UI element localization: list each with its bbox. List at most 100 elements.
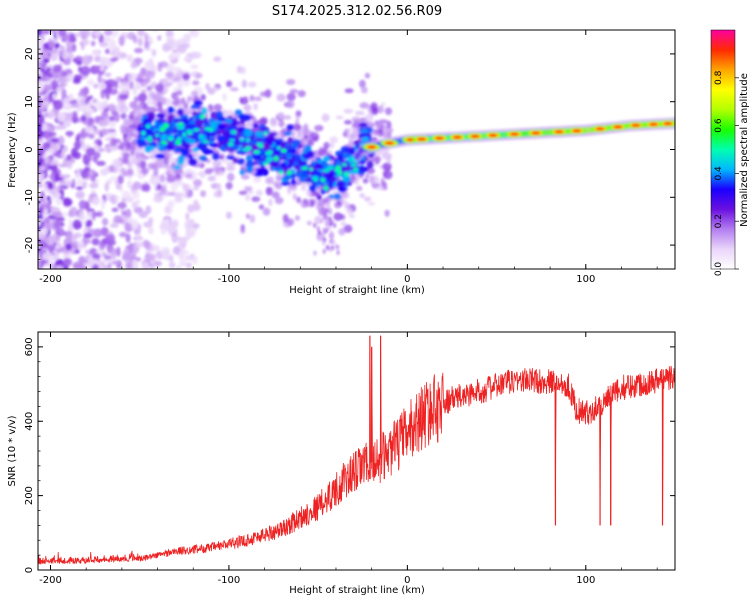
spectrogram-peak-blob [175,140,182,145]
colorbar-tick-label: 0.4 [714,166,724,181]
spectrogram-noise-blob [128,242,134,254]
spectrogram-ridge-blob [187,153,194,160]
spectrogram-noise-blob [40,50,46,60]
spectrogram-noise-blob [97,82,107,91]
spectrogram-noise-blob [75,136,81,142]
snr-x-ticks: -200 -100 0 100 [39,332,658,586]
spectrogram-halo-blob [259,91,270,97]
spectrogram-core-inner [367,145,377,149]
spectrogram-halo-blob [207,175,217,182]
spectrogram-streak-blob [322,240,326,246]
spectrogram-noise-blob [191,223,200,229]
spectrogram-streak-blob [329,239,333,245]
spectrogram-noise-blob [99,64,105,72]
spectrogram-noise-blob [98,148,105,153]
spectrogram-halo-blob [336,200,342,206]
spectrogram-noise-blob [59,180,65,185]
spectrogram-ridge-blob [212,152,220,161]
spectrogram-halo-blob [241,79,247,88]
spectrogram-noise-blob [65,231,72,242]
spectrogram-noise-blob [82,30,91,38]
colorbar-label: Normalized spectral amplitude [739,73,750,227]
spectrogram-noise-blob [132,34,138,44]
spectrogram-streak-blob [316,226,320,232]
spectrogram-ridge-blob [255,137,264,143]
spectrogram-noise-blob [47,182,54,190]
spectrogram-halo-blob [321,197,329,204]
spectrogram-noise-blob [89,182,99,189]
spectrogram-noise-blob [40,227,49,236]
spectrogram-halo-blob [163,190,169,197]
spectrogram-ridge-blob [156,120,164,126]
spectrogram-noise-blob [62,254,72,259]
spectrogram-halo-blob [207,87,216,95]
y-tick-label: -20 [24,237,35,253]
spectrogram-peak-blob [160,127,166,132]
spectrogram-ridge-blob [238,113,248,120]
spectrogram-halo-blob [318,146,324,154]
spectrogram-noise-blob [106,128,117,133]
spectrogram-noise-blob [108,164,115,173]
spectrogram-halo-blob [137,103,144,110]
spectrogram-noise-blob [157,35,162,41]
spectrogram-halo-blob [295,118,300,126]
spectrogram-noise-blob [111,260,121,265]
spectrogram-peak-blob [253,150,261,154]
spectrogram-y-ticks: 20 10 0 -10 -20 [24,29,675,270]
spectrogram-noise-blob [168,53,177,61]
spectrogram-noise-blob [177,44,187,54]
spectrogram-ridge-blob [218,122,226,130]
spectrogram-noise-blob [135,241,144,248]
spectrogram-noise-blob [78,210,84,221]
spectrogram-core-inner [572,129,582,133]
spectrogram-ridge-blob [253,155,263,162]
spectrogram-ridge-blob [295,170,302,178]
spectrogram-halo-blob [271,191,280,199]
spectrogram-noise-blob [54,265,64,269]
spectrogram-noise-blob [55,248,64,253]
spectrogram-noise-blob [43,65,48,71]
spectrogram-ridge-blob [232,157,239,164]
spectrogram-noise-blob [40,192,46,198]
spectrogram-noise-blob [38,97,43,108]
spectrogram-noise-blob [40,30,51,35]
spectrogram-halo-blob [147,70,156,79]
spectrogram-noise-blob [91,237,100,246]
spectrogram-noise-blob [142,239,150,248]
spectrogram-halo-blob [365,156,376,163]
spectrogram-noise-blob [176,265,181,269]
spectrogram-halo-blob [377,185,384,191]
spectrogram-noise-blob [109,223,120,228]
spectrogram-noise-blob [188,30,197,34]
spectrogram-ridge-blob [317,164,324,170]
spectrogram-halo-blob [236,65,242,74]
spectrogram-halo-blob [302,198,308,205]
spectrogram-streak-blob [323,229,327,235]
spectrogram-core-inner [417,137,427,141]
spectrogram-noise-blob [38,82,45,93]
spectrogram-halo-blob [286,92,296,101]
spectrogram-ridge-blob [310,160,317,166]
spectrogram-peak-blob [349,157,355,162]
colorbar-tick-label: 0.0 [714,262,724,277]
spectrogram-halo-blob [190,90,199,97]
spectrogram-noise-blob [180,250,190,255]
spectrogram-ridge-blob [337,153,344,162]
spectrogram-noise-blob [53,211,62,217]
spectrogram-ridge-blob [360,132,369,137]
spectrogram-halo-blob [373,155,382,162]
spectrogram-halo-blob [306,188,311,197]
spectrogram-streak-blob [328,209,332,215]
spectrogram-ridge-blob [236,150,242,155]
spectrogram-halo-blob [245,186,253,192]
spectrogram-noise-blob [91,196,100,206]
spectrogram-noise-blob [44,216,51,224]
spectrogram-noise-blob [144,32,149,42]
spectrogram-ridge-blob [282,141,288,146]
spectrogram-halo-blob [205,83,210,91]
spectrogram-ridge-blob [187,138,197,145]
spectrogram-halo-blob [162,155,170,165]
spectrogram-noise-blob [75,186,84,191]
spectrogram-halo-blob [384,131,390,139]
spectrogram-ridge-blob [316,194,322,201]
